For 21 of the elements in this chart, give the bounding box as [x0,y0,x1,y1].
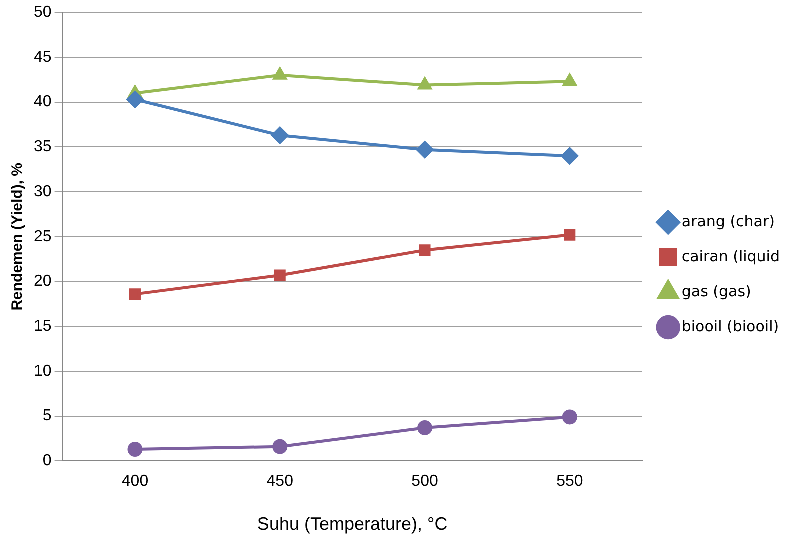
y-tick-label: 50 [34,4,52,22]
x-tick-label: 400 [122,473,149,490]
y-axis-title: Rendemen (Yield), % [9,162,26,311]
y-tick-label: 30 [34,183,52,200]
y-tick-label: 35 [34,138,52,156]
legend-label: biooil (biooil) [682,317,780,336]
x-tick-label: 500 [412,473,438,490]
y-tick-label: 20 [34,273,52,290]
y-tick-label: 5 [42,408,52,425]
y-tick-label: 45 [34,48,52,66]
x-tick-label: 550 [556,473,584,490]
legend-label: cairan (liquid [682,247,780,266]
legend-label: arang (char) [682,212,776,230]
y-tick-label: 10 [34,362,52,380]
y-tick-label: 0 [42,452,52,470]
x-axis-title: Suhu (Temperature), °C [257,514,448,534]
y-tick-label: 40 [34,94,52,111]
x-tick-label: 450 [266,473,294,490]
y-tick-label: 25 [34,228,52,246]
legend-label: gas (gas) [682,282,752,300]
y-tick-label: 15 [34,318,52,336]
